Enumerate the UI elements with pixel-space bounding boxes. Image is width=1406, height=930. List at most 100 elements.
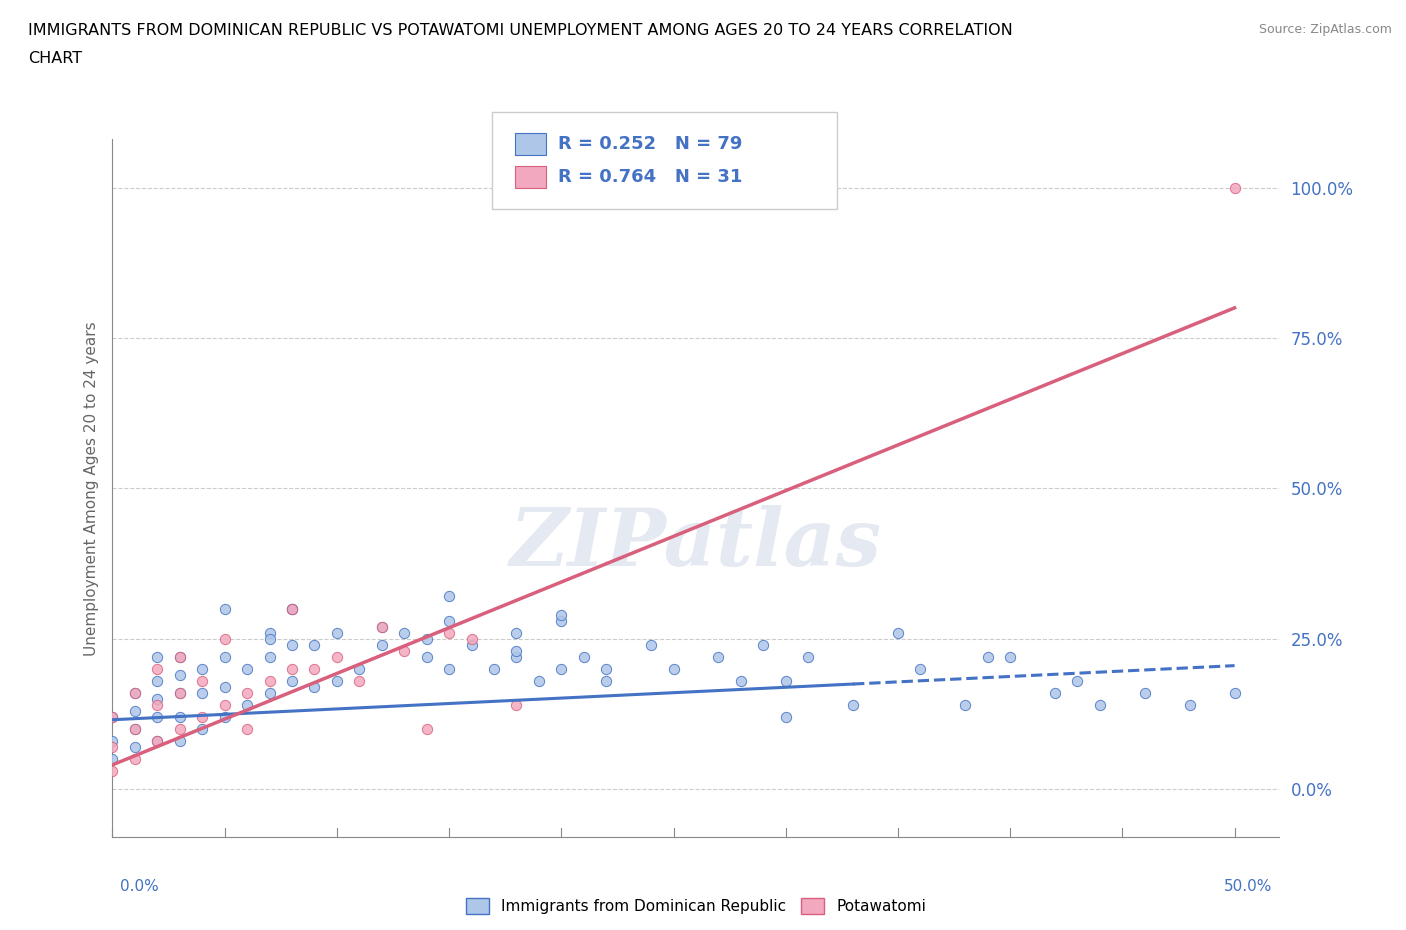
Point [304,679,326,694]
Point [707,649,730,664]
Point [595,661,617,676]
Point [482,661,505,676]
Point [281,637,304,652]
Point [842,698,865,712]
Point [326,649,349,664]
Point [437,625,460,640]
Point [169,734,191,749]
Point [236,698,259,712]
Point [550,607,572,622]
Point [775,710,797,724]
Point [505,625,527,640]
Point [214,649,236,664]
Point [1066,673,1088,688]
Point [775,673,797,688]
Point [214,631,236,646]
Point [976,649,998,664]
Point [392,644,416,658]
Point [910,661,932,676]
Point [101,764,124,778]
Point [101,734,124,749]
Point [662,661,685,676]
Point [191,673,214,688]
Point [281,601,304,616]
Point [146,698,169,712]
Point [236,685,259,700]
Y-axis label: Unemployment Among Ages 20 to 24 years: Unemployment Among Ages 20 to 24 years [83,321,98,656]
Point [101,710,124,724]
Point [349,673,371,688]
Point [1178,698,1201,712]
Point [281,601,304,616]
Point [730,673,752,688]
Point [124,739,146,754]
Text: ZIPatlas: ZIPatlas [510,505,882,583]
Point [214,710,236,724]
Point [146,673,169,688]
Point [146,710,169,724]
Point [124,751,146,766]
Point [281,673,304,688]
Point [259,625,281,640]
Point [460,631,482,646]
Point [505,649,527,664]
Point [326,673,349,688]
Point [169,649,191,664]
Point [349,661,371,676]
Point [437,613,460,628]
Point [169,685,191,700]
Text: R = 0.764   N = 31: R = 0.764 N = 31 [558,167,742,186]
Point [505,698,527,712]
Point [169,710,191,724]
Point [304,637,326,652]
Point [191,710,214,724]
Point [191,722,214,737]
Point [169,667,191,682]
Point [1088,698,1111,712]
Text: R = 0.252   N = 79: R = 0.252 N = 79 [558,135,742,153]
Point [640,637,662,652]
Point [146,734,169,749]
Point [1223,685,1246,700]
Point [169,649,191,664]
Point [998,649,1021,664]
Point [392,625,416,640]
Point [752,637,775,652]
Text: Source: ZipAtlas.com: Source: ZipAtlas.com [1258,23,1392,36]
Point [550,661,572,676]
Point [1043,685,1066,700]
Point [124,685,146,700]
Text: 0.0%: 0.0% [120,879,159,894]
Point [101,739,124,754]
Point [460,637,482,652]
Text: 50.0%: 50.0% [1225,879,1272,894]
Point [101,751,124,766]
Point [304,661,326,676]
Point [191,685,214,700]
Point [527,673,550,688]
Point [124,703,146,718]
Point [415,631,437,646]
Point [572,649,595,664]
Point [437,589,460,604]
Point [505,644,527,658]
Point [1133,685,1156,700]
Text: CHART: CHART [28,51,82,66]
Text: IMMIGRANTS FROM DOMINICAN REPUBLIC VS POTAWATOMI UNEMPLOYMENT AMONG AGES 20 TO 2: IMMIGRANTS FROM DOMINICAN REPUBLIC VS PO… [28,23,1012,38]
Point [214,679,236,694]
Point [326,625,349,640]
Legend: Immigrants from Dominican Republic, Potawatomi: Immigrants from Dominican Republic, Pota… [460,892,932,920]
Point [415,722,437,737]
Point [415,649,437,664]
Point [371,637,394,652]
Point [169,722,191,737]
Point [797,649,820,664]
Point [259,673,281,688]
Point [191,661,214,676]
Point [259,631,281,646]
Point [955,698,977,712]
Point [124,722,146,737]
Point [236,722,259,737]
Point [595,673,617,688]
Point [281,601,304,616]
